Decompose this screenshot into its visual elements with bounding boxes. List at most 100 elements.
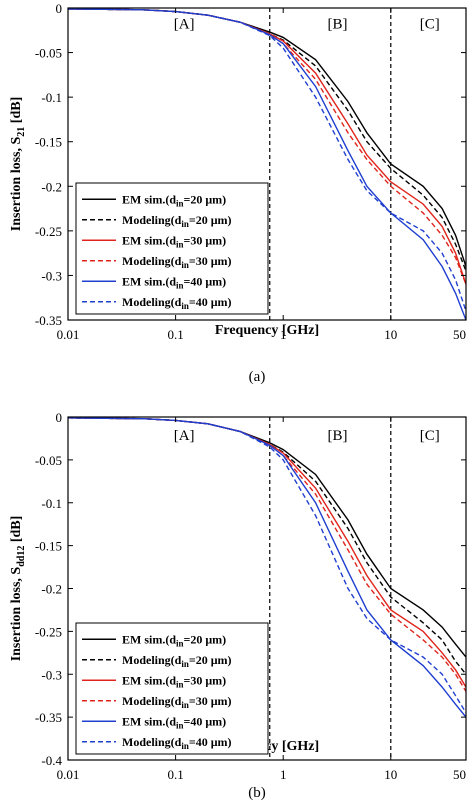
y-tick-label: -0.15 <box>35 135 62 150</box>
y-tick-label: 0 <box>56 1 63 16</box>
legend-entry-rest: =20 μm) <box>184 632 227 646</box>
series-line <box>68 8 466 312</box>
legend-entry-rest: =20 μm) <box>184 192 227 206</box>
x-tick-label: 50 <box>453 767 466 782</box>
legend-entry-rest: =20 μm) <box>189 653 232 667</box>
series-line <box>68 417 466 718</box>
plot-frame <box>67 7 467 321</box>
legend-entry: Modeling(din=20 μm) <box>122 653 232 669</box>
legend-entry-main: Modeling(d <box>122 735 182 749</box>
y-tick-label: 0 <box>56 410 63 425</box>
chart-panel-b: [A] [B] [C] 0.01 0.1 1 10 50 0 -0.05 -0.1 -0.15 -0.2… <box>9 410 467 801</box>
legend-entry-main: Modeling(d <box>122 295 182 309</box>
legend-entry: Modeling(din=40 μm) <box>122 735 232 751</box>
y-tick-label: -0.25 <box>35 224 62 239</box>
legend: EM sim.(din=20 μm)Modeling(din=20 μm)EM … <box>75 182 269 315</box>
x-axis-label: Frequency [GHz] <box>215 323 319 338</box>
legend-entry: EM sim.(din=40 μm) <box>122 714 226 730</box>
legend-entry-subscript: in <box>181 659 189 669</box>
legend-entry-main: Modeling(d <box>122 694 182 708</box>
y-axis-label: Insertion loss, Sdd12 [dB] <box>9 516 27 662</box>
legend-entry-rest: =40 μm) <box>189 295 232 309</box>
legend-entry: EM sim.(din=30 μm) <box>122 673 226 689</box>
region-label: [B] <box>328 16 348 32</box>
legend-entry-main: EM sim.(d <box>122 714 176 728</box>
legend-entry-subscript: in <box>176 239 184 249</box>
y-axis-label-main: Insertion loss, S <box>9 567 24 662</box>
legend-entry: EM sim.(din=20 μm) <box>122 632 226 648</box>
legend-entry-main: EM sim.(d <box>122 673 176 687</box>
legend-entry-rest: =30 μm) <box>184 673 227 687</box>
y-tick-label: -0.35 <box>35 710 62 725</box>
region-label: [A] <box>174 428 195 444</box>
legend-entry-subscript: in <box>176 679 184 689</box>
legend-box <box>75 622 269 755</box>
legend-entry-rest: =20 μm) <box>189 213 232 227</box>
chart-panel-a: [A] [B] [C] 0.01 0.1 1 10 50 0 -0.05 -0.1 -0.15 -0.2… <box>9 1 467 385</box>
x-tick-label: 0.01 <box>57 767 80 782</box>
y-tick-label: -0.1 <box>41 90 62 105</box>
series-line <box>68 8 466 320</box>
legend-entry-subscript: in <box>181 219 189 229</box>
legend-entry-subscript: in <box>176 638 184 648</box>
legend-entry-subscript: in <box>181 260 189 270</box>
y-axis-label-subscript: dd12 <box>16 546 27 567</box>
x-tick-label: 0.01 <box>57 327 80 342</box>
x-tick-label: 1 <box>280 767 287 782</box>
legend-entry: EM sim.(din=40 μm) <box>122 274 226 290</box>
region-label: [C] <box>420 428 440 444</box>
legend-entry: Modeling(din=20 μm) <box>122 213 232 229</box>
legend-entry-subscript: in <box>176 720 184 730</box>
legend-entry-subscript: in <box>181 700 189 710</box>
legend-entry-rest: =30 μm) <box>184 233 227 247</box>
y-axis-label-unit: [dB] <box>9 97 24 127</box>
legend-entry: EM sim.(din=30 μm) <box>122 233 226 249</box>
legend-entry-main: EM sim.(d <box>122 233 176 247</box>
y-tick-label: -0.35 <box>35 313 62 328</box>
x-tick-label: 0.1 <box>167 767 183 782</box>
legend-entry-rest: =30 μm) <box>189 254 232 268</box>
y-tick-label: -0.05 <box>35 46 62 61</box>
legend-entry-rest: =40 μm) <box>189 735 232 749</box>
series-group <box>68 8 466 320</box>
y-tick-label: -0.25 <box>35 624 62 639</box>
x-tick-label: 1 <box>280 327 287 342</box>
legend: EM sim.(din=20 μm)Modeling(din=20 μm)EM … <box>75 622 269 755</box>
x-tick-label: 10 <box>384 767 397 782</box>
y-axis-label-unit: [dB] <box>9 516 24 546</box>
legend-entry: Modeling(din=30 μm) <box>122 254 232 270</box>
y-tick-label: -0.1 <box>41 496 62 511</box>
legend-entry: Modeling(din=30 μm) <box>122 694 232 710</box>
series-group <box>68 417 466 718</box>
panel-caption: (a) <box>249 369 266 385</box>
legend-entry: EM sim.(din=20 μm) <box>122 192 226 208</box>
x-tick-label: 50 <box>453 327 466 342</box>
series-line <box>68 417 466 675</box>
region-label: [A] <box>174 16 195 32</box>
y-tick-label: -0.15 <box>35 539 62 554</box>
y-tick-label: -0.4 <box>41 753 62 768</box>
series-line <box>68 417 466 714</box>
region-label: [C] <box>420 16 440 32</box>
legend-entry-rest: =30 μm) <box>189 694 232 708</box>
y-tick-label: -0.3 <box>41 667 62 682</box>
y-tick-label: -0.05 <box>35 453 62 468</box>
legend-entry-main: EM sim.(d <box>122 274 176 288</box>
legend-entry-subscript: in <box>181 741 189 751</box>
legend-entry-subscript: in <box>176 280 184 290</box>
legend-entry-rest: =40 μm) <box>184 714 227 728</box>
legend-entry-main: Modeling(d <box>122 254 182 268</box>
legend-entry-subscript: in <box>176 198 184 208</box>
y-axis-label-subscript: 21 <box>16 127 27 137</box>
legend-entry-main: Modeling(d <box>122 213 182 227</box>
x-tick-label: 10 <box>384 327 397 342</box>
y-tick-label: -0.2 <box>41 582 62 597</box>
y-tick-label: -0.3 <box>41 268 62 283</box>
legend-entry-main: EM sim.(d <box>122 192 176 206</box>
region-label: [B] <box>328 428 348 444</box>
y-axis-label: Insertion loss, S21 [dB] <box>9 97 27 231</box>
legend-entry-subscript: in <box>181 301 189 311</box>
series-line <box>68 417 466 692</box>
y-tick-label: -0.2 <box>41 179 62 194</box>
